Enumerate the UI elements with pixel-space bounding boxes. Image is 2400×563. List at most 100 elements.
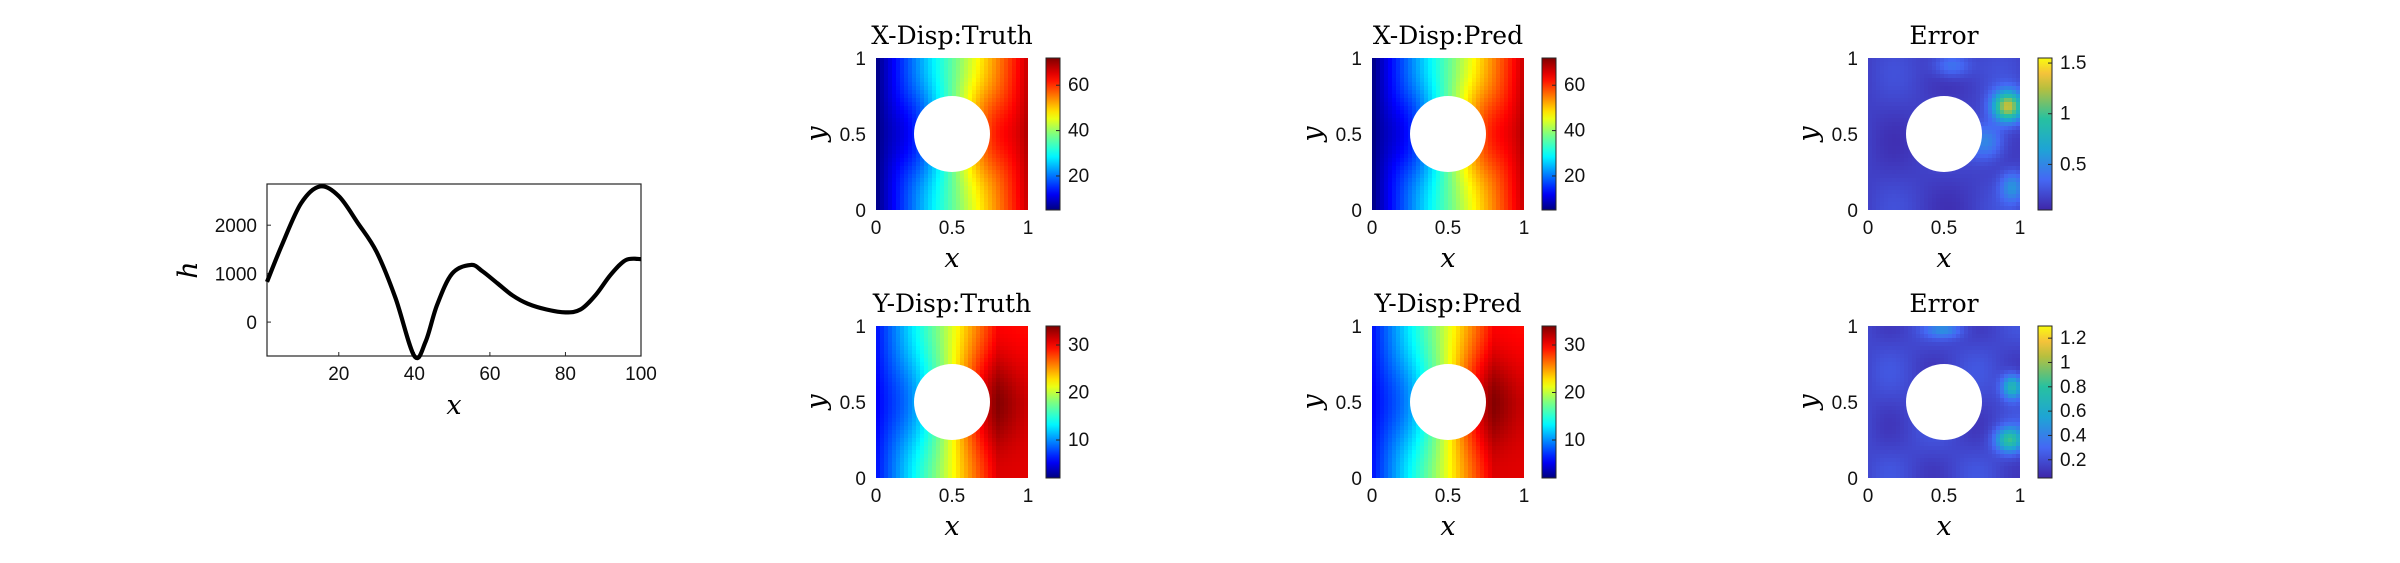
xdisp-truth-y-tick-label: 1	[855, 49, 866, 70]
ydisp-truth-hole	[914, 364, 990, 440]
ydisp-error-colorbar	[2037, 325, 2053, 479]
xdisp-error-colorbar-tick-label: 1	[2060, 104, 2071, 125]
ydisp-error-y-tick-label: 0	[1847, 469, 1858, 490]
ydisp-pred-colorbar-tick-label: 20	[1564, 383, 1585, 404]
load-y-tick-label: 2000	[215, 216, 257, 237]
load-x-tick-label: 20	[328, 364, 349, 385]
xdisp-error-x-tick-label: 1	[2015, 218, 2026, 239]
xdisp-error-colorbar	[2037, 57, 2053, 211]
xdisp-error-x-tick-label: 0	[1863, 218, 1874, 239]
ydisp-error-colorbar-tick-label: 0.4	[2060, 425, 2087, 446]
ydisp-pred-x-tick-label: 1	[1519, 486, 1530, 507]
load-series-line	[265, 184, 642, 361]
ydisp-pred-colorbar	[1541, 325, 1557, 479]
load-x-tick-label: 60	[479, 364, 500, 385]
xdisp-pred-colorbar	[1541, 57, 1557, 211]
xdisp-pred-colorbar-tick-label: 60	[1564, 75, 1585, 96]
ydisp-pred-x-axis-label: x	[1440, 511, 1455, 542]
xdisp-error-y-axis-label: y	[1793, 126, 1824, 143]
xdisp-error-colorbar-tick-label: 1.5	[2060, 53, 2086, 74]
load-y-tick-label: 0	[246, 313, 257, 334]
xdisp-pred-y-tick-label: 1	[1351, 49, 1362, 70]
ydisp-error-colorbar-tick-label: 0.2	[2060, 450, 2086, 471]
xdisp-error-panel: Error 0 0.5 1 0 0.5 1 x y 0.5 1 1.5	[1793, 21, 2086, 274]
xdisp-pred-panel: X-Disp:Pred 0 0.5 1 0 0.5 1 x y 20 40 60	[1297, 21, 1585, 274]
ydisp-pred-hole	[1410, 364, 1486, 440]
ydisp-error-x-tick-label: 0	[1863, 486, 1874, 507]
ydisp-pred-y-tick-label: 0.5	[1336, 393, 1362, 414]
ydisp-truth-colorbar-tick-label: 30	[1068, 335, 1089, 356]
xdisp-truth-title: X-Disp:Truth	[871, 21, 1033, 50]
ydisp-truth-x-tick-label: 1	[1023, 486, 1034, 507]
load-y-tick-label: 1000	[215, 265, 257, 286]
ydisp-pred-y-axis-label: y	[1297, 394, 1328, 411]
xdisp-truth-x-tick-label: 0	[871, 218, 882, 239]
ydisp-truth-y-tick-label: 0	[855, 469, 866, 490]
ydisp-error-hole	[1906, 364, 1982, 440]
xdisp-error-y-tick-label: 0.5	[1832, 125, 1858, 146]
xdisp-truth-colorbar-tick-label: 40	[1068, 121, 1089, 142]
ydisp-truth-x-axis-label: x	[944, 511, 959, 542]
xdisp-pred-x-axis-label: x	[1440, 243, 1455, 274]
load-y-axis-label: h	[173, 261, 204, 278]
xdisp-pred-x-tick-label: 0	[1367, 218, 1378, 239]
ydisp-error-colorbar-tick-label: 1.2	[2060, 328, 2086, 349]
xdisp-truth-field	[876, 58, 1028, 210]
xdisp-truth-colorbar	[1045, 57, 1061, 211]
xdisp-error-colorbar-tick-label: 0.5	[2060, 154, 2086, 175]
load-x-tick-label: 40	[404, 364, 425, 385]
ydisp-error-y-tick-label: 0.5	[1832, 393, 1858, 414]
ydisp-truth-y-tick-label: 1	[855, 317, 866, 338]
ydisp-error-x-tick-label: 1	[2015, 486, 2026, 507]
xdisp-error-y-tick-label: 1	[1847, 49, 1858, 70]
ydisp-pred-y-tick-label: 0	[1351, 469, 1362, 490]
ydisp-truth-y-axis-label: y	[801, 394, 832, 411]
ydisp-error-x-axis-label: x	[1936, 511, 1951, 542]
ydisp-pred-colorbar-tick-label: 10	[1564, 430, 1585, 451]
ydisp-error-title: Error	[1909, 289, 1978, 318]
xdisp-truth-colorbar-tick-label: 60	[1068, 75, 1089, 96]
ydisp-pred-x-tick-label: 0	[1367, 486, 1378, 507]
ydisp-pred-x-tick-label: 0.5	[1435, 486, 1461, 507]
ydisp-pred-title: Y-Disp:Pred	[1373, 289, 1521, 318]
xdisp-error-hole	[1906, 96, 1982, 172]
xdisp-error-y-tick-label: 0	[1847, 201, 1858, 222]
ydisp-error-colorbar-tick-label: 0.8	[2060, 377, 2086, 398]
ydisp-error-colorbar-tick-label: 1	[2060, 352, 2071, 373]
load-x-axis-label: x	[446, 390, 461, 421]
xdisp-pred-colorbar-tick-label: 20	[1564, 166, 1585, 187]
ydisp-pred-colorbar-tick-label: 30	[1564, 335, 1585, 356]
xdisp-pred-hole	[1410, 96, 1486, 172]
xdisp-truth-hole	[914, 96, 990, 172]
xdisp-error-title: Error	[1909, 21, 1978, 50]
load-x-tick-label: 80	[555, 364, 576, 385]
ydisp-truth-colorbar	[1045, 325, 1061, 479]
xdisp-truth-x-tick-label: 0.5	[939, 218, 965, 239]
xdisp-truth-y-tick-label: 0	[855, 201, 866, 222]
xdisp-pred-y-axis-label: y	[1297, 126, 1328, 143]
xdisp-pred-x-tick-label: 1	[1519, 218, 1530, 239]
ydisp-error-y-tick-label: 1	[1847, 317, 1858, 338]
xdisp-pred-y-tick-label: 0	[1351, 201, 1362, 222]
xdisp-pred-x-tick-label: 0.5	[1435, 218, 1461, 239]
ydisp-truth-title: Y-Disp:Truth	[872, 289, 1031, 318]
ydisp-error-y-axis-label: y	[1793, 394, 1824, 411]
ydisp-pred-y-tick-label: 1	[1351, 317, 1362, 338]
ydisp-truth-colorbar-tick-label: 10	[1068, 430, 1089, 451]
xdisp-truth-y-tick-label: 0.5	[840, 125, 866, 146]
xdisp-error-x-axis-label: x	[1936, 243, 1951, 274]
load-x-tick-label: 100	[625, 364, 657, 385]
ydisp-truth-colorbar-tick-label: 20	[1068, 383, 1089, 404]
xdisp-pred-y-tick-label: 0.5	[1336, 125, 1362, 146]
ydisp-truth-x-tick-label: 0.5	[939, 486, 965, 507]
xdisp-pred-title: X-Disp:Pred	[1373, 21, 1523, 50]
ydisp-truth-x-tick-label: 0	[871, 486, 882, 507]
ydisp-error-panel: Error 0 0.5 1 0 0.5 1 x y 0.2 0.4 0.6 0.8 1 1.2	[1793, 289, 2087, 542]
ydisp-error-colorbar-tick-label: 0.6	[2060, 401, 2086, 422]
ydisp-truth-y-tick-label: 0.5	[840, 393, 866, 414]
xdisp-pred-colorbar-tick-label: 40	[1564, 121, 1585, 142]
xdisp-truth-colorbar-tick-label: 20	[1068, 166, 1089, 187]
xdisp-error-x-tick-label: 0.5	[1931, 218, 1957, 239]
